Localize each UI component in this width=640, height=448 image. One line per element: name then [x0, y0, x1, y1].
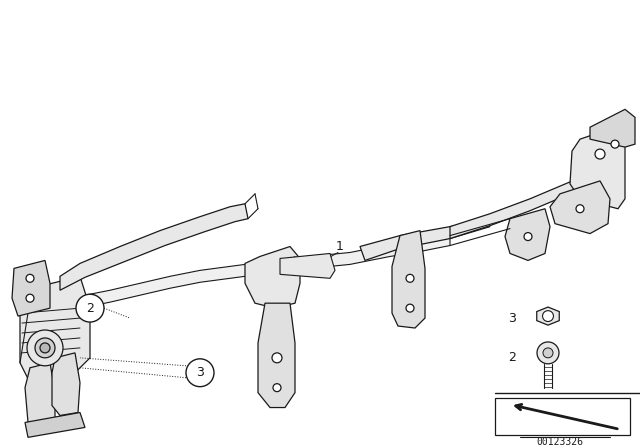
Circle shape — [272, 353, 282, 363]
Circle shape — [26, 274, 34, 282]
Polygon shape — [550, 181, 610, 233]
Circle shape — [524, 233, 532, 241]
Polygon shape — [25, 363, 55, 429]
Polygon shape — [60, 204, 248, 290]
Polygon shape — [392, 231, 425, 328]
Polygon shape — [25, 413, 85, 437]
Polygon shape — [590, 109, 635, 147]
Text: 2: 2 — [508, 351, 516, 364]
Bar — [495, 397, 630, 435]
Circle shape — [186, 359, 214, 387]
Polygon shape — [30, 233, 450, 320]
Text: 2: 2 — [86, 302, 94, 314]
Polygon shape — [537, 307, 559, 325]
Polygon shape — [20, 276, 90, 383]
Polygon shape — [450, 161, 620, 238]
Text: 00123326: 00123326 — [536, 437, 584, 448]
Polygon shape — [505, 209, 550, 260]
Circle shape — [537, 342, 559, 364]
Polygon shape — [280, 254, 335, 278]
Circle shape — [76, 294, 104, 322]
Circle shape — [406, 304, 414, 312]
Circle shape — [35, 338, 55, 358]
Text: 3: 3 — [508, 311, 516, 325]
Polygon shape — [52, 353, 80, 415]
Circle shape — [40, 343, 50, 353]
Polygon shape — [12, 260, 50, 316]
Circle shape — [26, 294, 34, 302]
Circle shape — [543, 310, 554, 322]
Text: 1: 1 — [336, 240, 344, 253]
Circle shape — [576, 205, 584, 213]
Circle shape — [406, 274, 414, 282]
Circle shape — [543, 348, 553, 358]
Polygon shape — [258, 303, 295, 408]
Circle shape — [27, 330, 63, 366]
Circle shape — [595, 149, 605, 159]
Circle shape — [273, 383, 281, 392]
Text: 3: 3 — [196, 366, 204, 379]
Polygon shape — [570, 127, 625, 209]
Polygon shape — [245, 246, 300, 308]
Polygon shape — [360, 221, 490, 260]
Circle shape — [611, 140, 619, 148]
